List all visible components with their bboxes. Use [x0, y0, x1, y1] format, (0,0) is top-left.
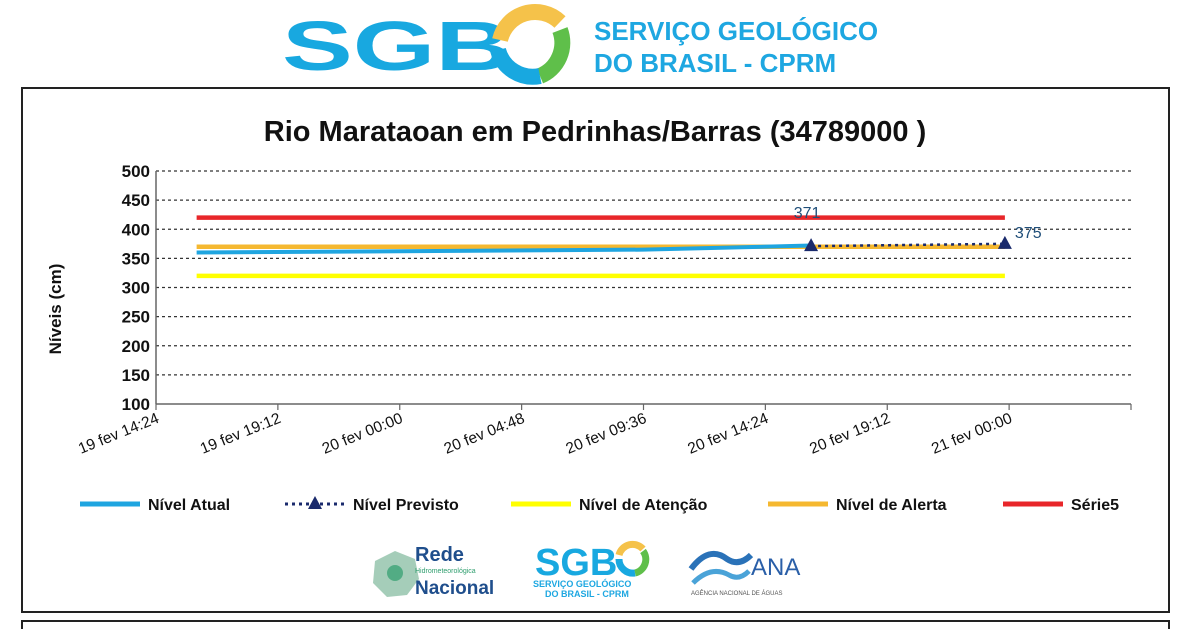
legend-label: Série5 — [1071, 497, 1119, 514]
ana-wave-icon — [688, 550, 754, 585]
x-tick-label: 21 fev 00:00 — [929, 410, 1015, 458]
header: SGB SERVIÇO GEOLÓGICO DO BRASIL - CPRM — [0, 0, 1200, 86]
legend-label: Nível Atual — [148, 497, 230, 514]
x-tick-label: 20 fev 14:24 — [685, 410, 771, 458]
y-tick-label: 450 — [122, 191, 150, 210]
ana-logo: ANA AGÊNCIA NACIONAL DE ÁGUAS — [688, 550, 800, 597]
x-tick-label: 20 fev 04:48 — [442, 410, 527, 458]
chart-svg: Rio Marataoan em Pedrinhas/Barras (34789… — [46, 116, 1132, 599]
x-ticks: 19 fev 14:24 19 fev 19:12 20 fev 00:00 20 f… — [76, 410, 1015, 458]
y-tick-label: 100 — [122, 395, 150, 414]
sgb-swirl-icon — [490, 4, 571, 85]
y-tick-label: 300 — [122, 279, 150, 298]
x-tick-label: 20 fev 09:36 — [564, 410, 649, 458]
y-tick-label: 400 — [122, 220, 150, 239]
rede-line2: Hidrometeorológica — [415, 568, 476, 575]
data-label: 371 — [794, 205, 821, 222]
y-tick-label: 500 — [122, 162, 150, 181]
x-tick-label: 19 fev 14:24 — [76, 410, 162, 458]
org-line2: DO BRASIL - CPRM — [594, 48, 836, 78]
predicted-point-marker — [997, 235, 1012, 249]
series-group: 371 375 — [196, 205, 1042, 279]
sgb-footer-line2: DO BRASIL - CPRM — [545, 589, 629, 599]
rede-logo: Rede Hidrometeorológica Nacional — [373, 544, 494, 599]
ana-name: ANA — [751, 554, 800, 581]
chart-title: Rio Marataoan em Pedrinhas/Barras (34789… — [264, 116, 926, 148]
header-logo: SGB SERVIÇO GEOLÓGICO DO BRASIL - CPRM — [282, 4, 878, 85]
y-axis-label: Níveis (cm) — [46, 264, 65, 355]
sgb-footer-line1: SERVIÇO GEOLÓGICO — [533, 578, 631, 589]
y-ticks: 500 450 400 350 300 250 200 150 100 — [122, 162, 150, 414]
data-label: 375 — [1015, 225, 1042, 242]
predicted-point-marker — [804, 238, 819, 252]
grid — [155, 170, 1132, 410]
y-tick-label: 150 — [122, 366, 150, 385]
series-line-nivel-previsto — [811, 242, 1005, 248]
y-tick-label: 200 — [122, 337, 150, 356]
sgb-footer-logo: SGB SERVIÇO GEOLÓGICO DO BRASIL - CPRM — [533, 540, 650, 599]
legend: Nível Atual Nível Previsto Nível de Atençã… — [80, 496, 1119, 514]
x-tick-label: 19 fev 19:12 — [198, 410, 283, 458]
y-tick-label: 250 — [122, 308, 150, 327]
sgb-logo-icon — [615, 540, 650, 577]
next-panel-edge — [21, 620, 1170, 629]
legend-label: Nível de Alerta — [836, 497, 947, 514]
x-tick-label: 20 fev 19:12 — [807, 410, 892, 458]
chart-frame: Rio Marataoan em Pedrinhas/Barras (34789… — [21, 87, 1170, 613]
legend-label: Nível de Atenção — [579, 497, 708, 514]
y-tick-label: 350 — [122, 249, 150, 268]
legend-marker — [308, 496, 322, 509]
legend-label: Nível Previsto — [353, 497, 459, 514]
ana-subtitle: AGÊNCIA NACIONAL DE ÁGUAS — [691, 589, 782, 597]
series-line-n-vel-atual — [196, 243, 812, 255]
rede-map-icon — [373, 551, 419, 597]
org-line1: SERVIÇO GEOLÓGICO — [594, 16, 878, 46]
rede-line3: Nacional — [415, 578, 494, 599]
brand-text: SGB — [282, 7, 512, 85]
rede-line1: Rede — [415, 544, 464, 566]
x-tick-label: 20 fev 00:00 — [320, 410, 406, 458]
sgb-footer-brand: SGB — [535, 542, 617, 584]
